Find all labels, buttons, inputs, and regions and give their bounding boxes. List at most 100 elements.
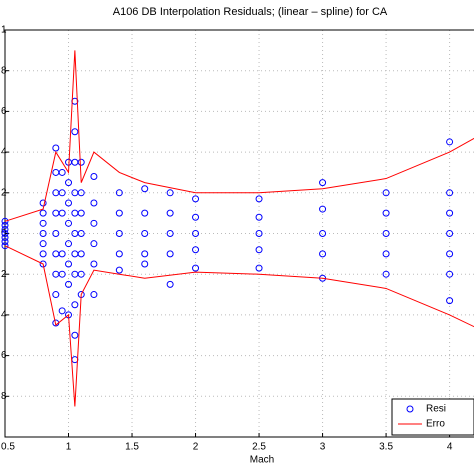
- data-point: [77, 209, 85, 217]
- data-point: [446, 297, 454, 305]
- x-tick-label: 3.5: [379, 442, 393, 453]
- data-point: [52, 230, 60, 237]
- data-point: [71, 189, 79, 197]
- data-point: [65, 240, 73, 248]
- data-point: [319, 179, 327, 187]
- data-point: [58, 250, 66, 258]
- data-point: [255, 246, 263, 254]
- data-point: [52, 209, 60, 217]
- x-tick-label: 2.5: [252, 442, 266, 453]
- data-point: [39, 230, 47, 237]
- data-point: [77, 230, 85, 237]
- data-point: [52, 144, 60, 152]
- data-point: [446, 189, 454, 197]
- data-point: [141, 250, 149, 258]
- data-point: [115, 209, 123, 217]
- x-tick-label: 2: [193, 442, 199, 453]
- data-point: [1, 230, 9, 237]
- data-point: [115, 230, 123, 237]
- data-point: [382, 230, 390, 237]
- x-tick-label: 3: [320, 442, 326, 453]
- y-tick-label: 0: [1, 228, 7, 239]
- data-point: [319, 250, 327, 258]
- data-point: [1, 234, 9, 242]
- data-point: [65, 280, 73, 288]
- data-point: [90, 260, 98, 268]
- data-point: [39, 199, 47, 207]
- legend-box: [391, 398, 474, 436]
- data-point: [166, 189, 174, 197]
- data-point: [166, 230, 174, 237]
- y-tick-label: 4: [1, 147, 7, 158]
- data-point: [446, 250, 454, 258]
- data-point: [39, 219, 47, 227]
- data-point: [52, 250, 60, 258]
- y-tick-label: 2: [1, 269, 7, 280]
- data-point: [166, 209, 174, 217]
- data-point: [65, 179, 73, 187]
- data-point: [166, 280, 174, 288]
- data-point: [39, 209, 47, 217]
- data-point: [71, 209, 79, 217]
- data-point: [65, 260, 73, 268]
- data-point: [255, 230, 263, 237]
- y-tick-label: 8: [1, 391, 7, 402]
- data-point: [446, 270, 454, 278]
- data-point: [71, 230, 79, 237]
- data-point: [65, 219, 73, 227]
- x-tick-label: 0.5: [1, 442, 15, 453]
- data-point: [115, 266, 123, 274]
- data-point: [39, 250, 47, 258]
- data-point: [90, 173, 98, 181]
- x-tick-label: 4: [447, 442, 453, 453]
- y-tick-label: 2: [1, 187, 7, 198]
- data-point: [71, 301, 79, 309]
- data-point: [77, 158, 85, 166]
- legend-marker: [406, 405, 414, 413]
- data-point: [1, 221, 9, 229]
- chart-title: A106 DB Interpolation Residuals; (linear…: [113, 6, 388, 18]
- data-point: [166, 250, 174, 258]
- data-point: [115, 189, 123, 197]
- legend-label: Resi: [426, 404, 446, 415]
- data-point: [77, 250, 85, 258]
- plot-frame: [4, 29, 474, 438]
- legend-label: Erro: [426, 419, 445, 430]
- data-point: [255, 264, 263, 272]
- x-tick-label: 1: [66, 442, 72, 453]
- data-point: [382, 209, 390, 217]
- data-point: [192, 264, 200, 272]
- y-tick-label: 6: [1, 106, 7, 117]
- data-point: [446, 138, 454, 146]
- data-point: [58, 168, 66, 176]
- data-point: [58, 189, 66, 197]
- data-point: [65, 199, 73, 207]
- data-point: [1, 225, 9, 233]
- x-tick-label: 1.5: [125, 442, 139, 453]
- data-point: [71, 158, 79, 166]
- error-line: [4, 245, 474, 407]
- data-point: [58, 307, 66, 315]
- data-point: [58, 209, 66, 217]
- data-point: [77, 270, 85, 278]
- data-point: [192, 230, 200, 237]
- data-point: [71, 128, 79, 136]
- data-point: [1, 238, 9, 246]
- error-line: [4, 50, 474, 222]
- data-point: [71, 331, 79, 339]
- data-point: [382, 250, 390, 258]
- data-point: [77, 189, 85, 197]
- data-point: [39, 240, 47, 248]
- data-point: [90, 291, 98, 299]
- data-point: [1, 242, 9, 250]
- data-point: [319, 230, 327, 237]
- data-point: [58, 270, 66, 278]
- data-point: [90, 240, 98, 248]
- data-point: [90, 219, 98, 227]
- data-point: [1, 217, 9, 225]
- data-point: [39, 260, 47, 268]
- y-tick-label: 8: [1, 65, 7, 76]
- data-point: [255, 213, 263, 221]
